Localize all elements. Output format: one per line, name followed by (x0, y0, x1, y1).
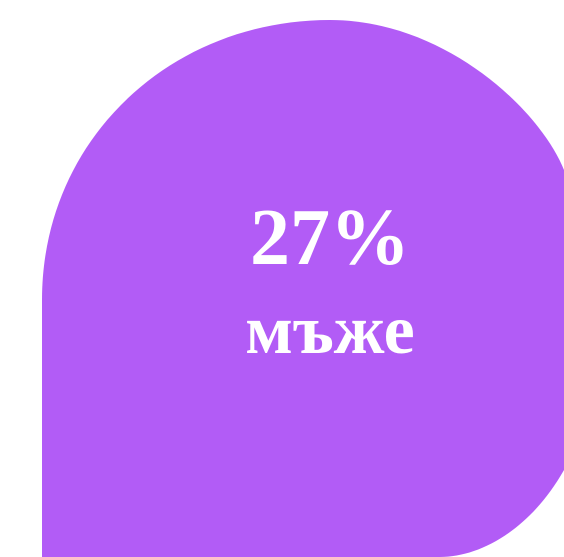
stat-label: мъже (245, 292, 415, 369)
leaf-fill (42, 20, 564, 557)
stat-block: 27% мъже (130, 190, 530, 368)
stat-value: 27% (250, 194, 410, 282)
